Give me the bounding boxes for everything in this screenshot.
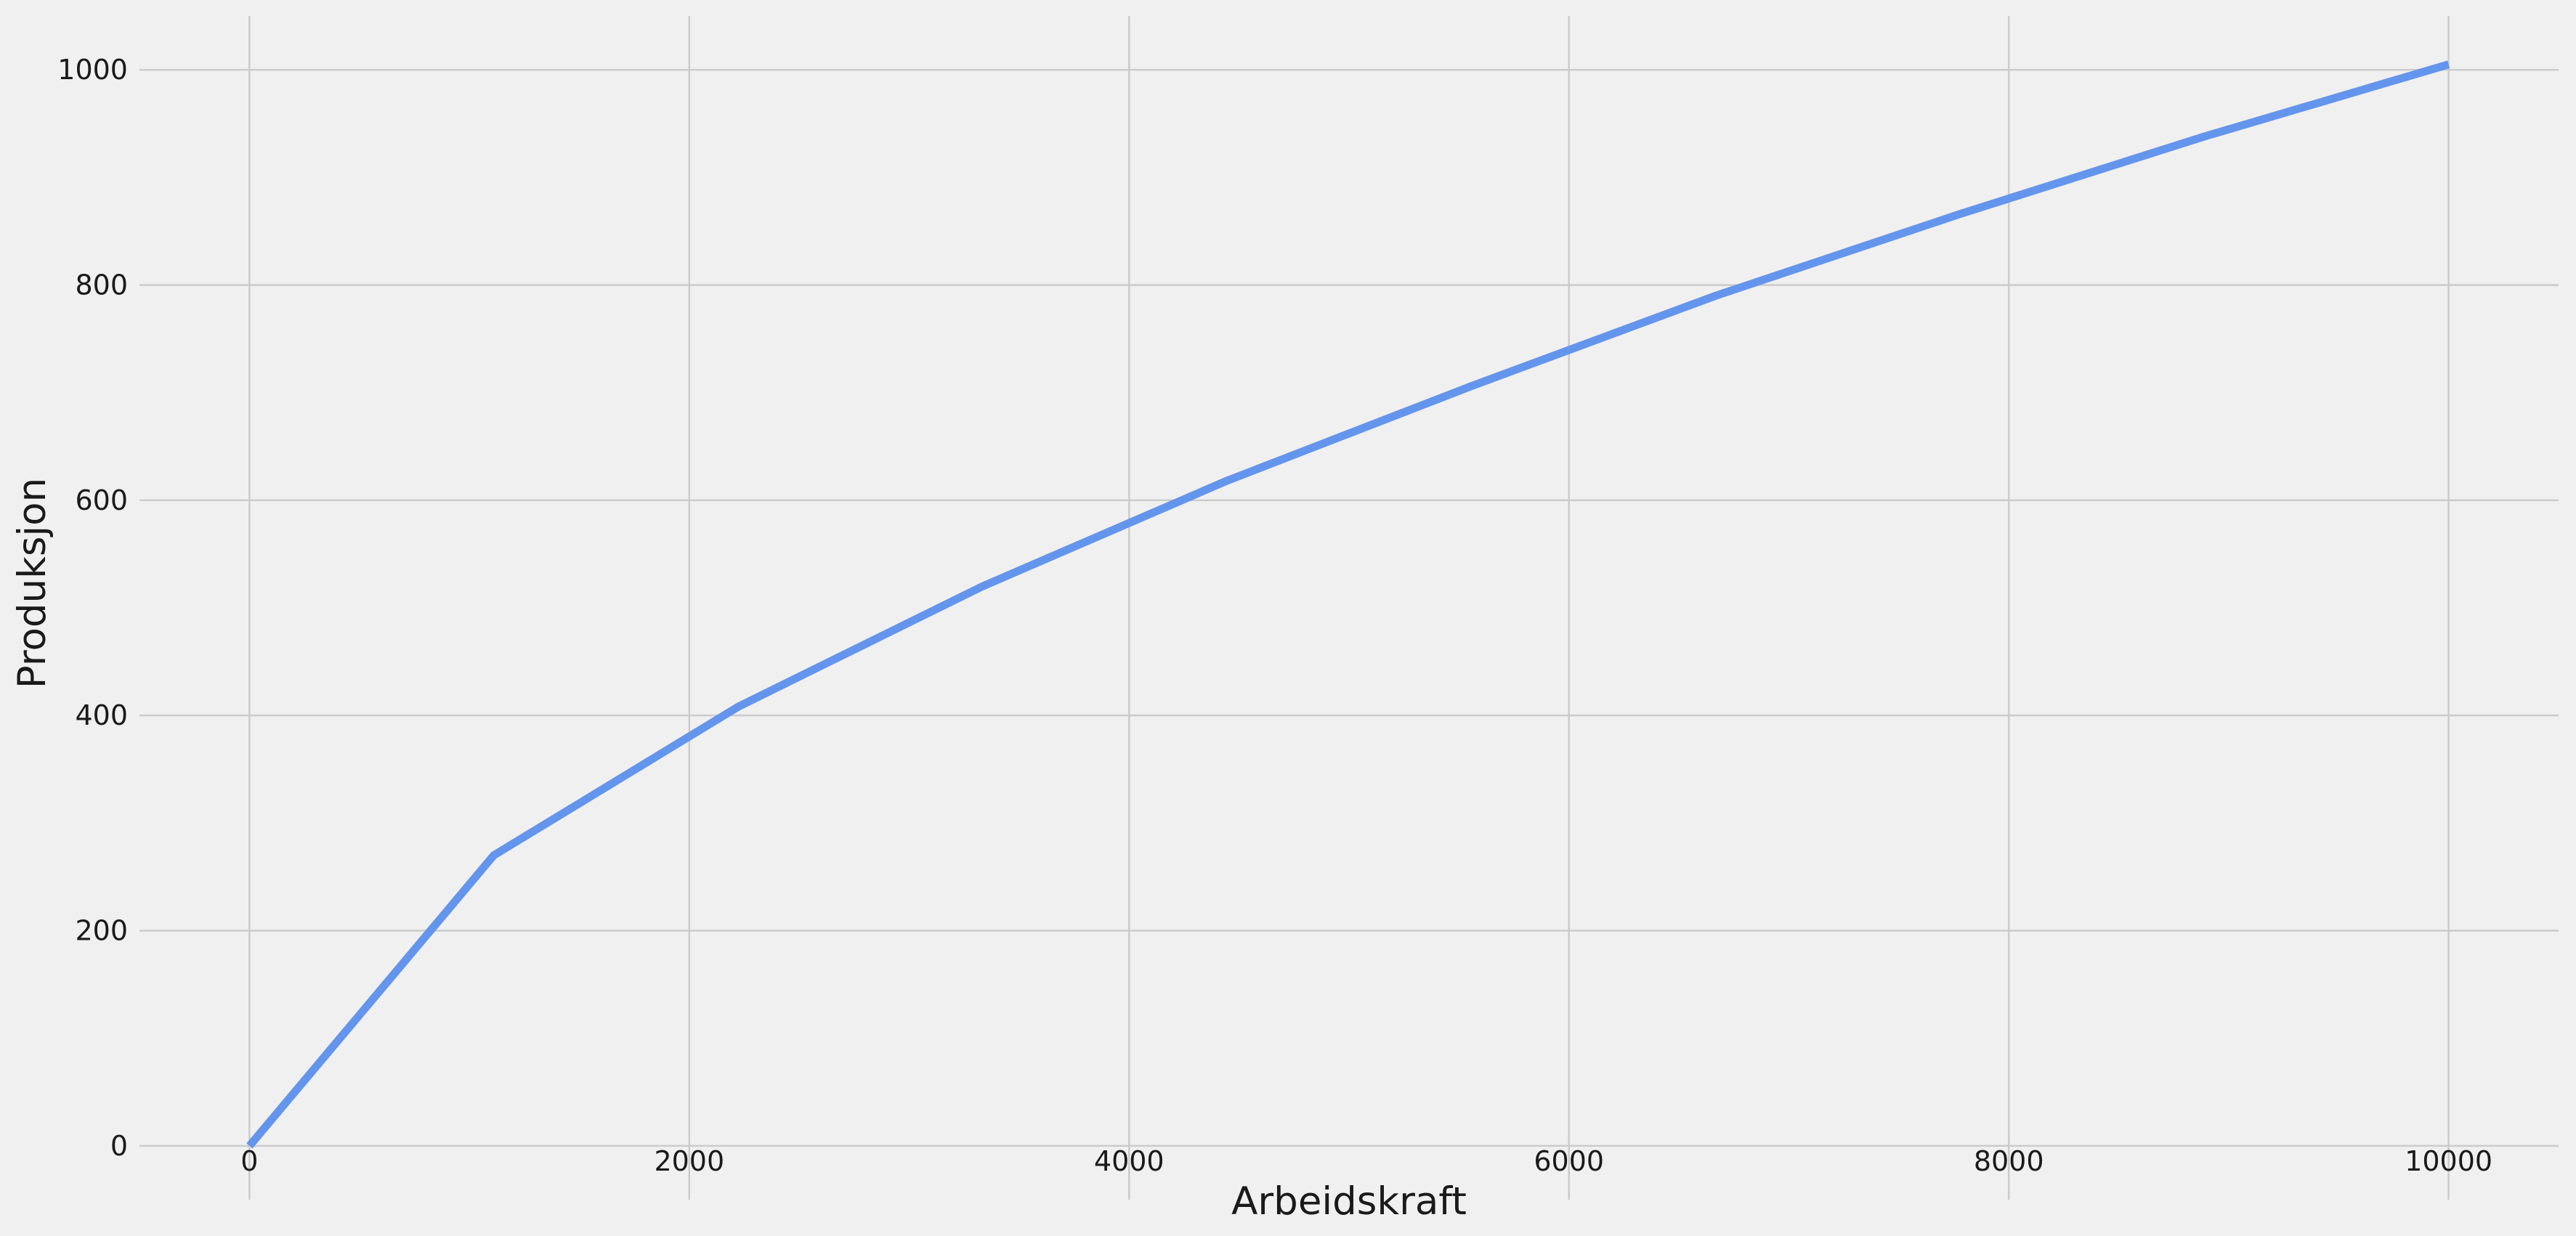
x-tick-label: 2000 <box>654 1145 724 1177</box>
y-tick-label: 1000 <box>57 54 128 86</box>
y-tick-label: 400 <box>75 699 128 731</box>
y-tick-label: 800 <box>75 269 128 301</box>
grid-lines <box>139 16 2559 1200</box>
y-tick-label: 200 <box>75 915 128 947</box>
y-axis-label: Produksjon <box>10 478 54 688</box>
x-tick-label: 8000 <box>1974 1145 2044 1177</box>
y-tick-label: 600 <box>75 484 128 516</box>
y-tick-label: 0 <box>110 1130 128 1162</box>
x-tick-label: 0 <box>240 1145 258 1177</box>
x-axis-label: Arbeidskraft <box>1231 1179 1467 1224</box>
series-group <box>246 60 2450 1149</box>
x-tick-label: 6000 <box>1534 1145 1604 1177</box>
x-tick-label: 10000 <box>2405 1145 2492 1177</box>
series-line <box>246 60 2450 1149</box>
x-tick-label: 4000 <box>1094 1145 1165 1177</box>
tick-labels: 0 2000 4000 6000 8000 10000 0 200 400 600 800 1000 <box>57 54 2492 1177</box>
